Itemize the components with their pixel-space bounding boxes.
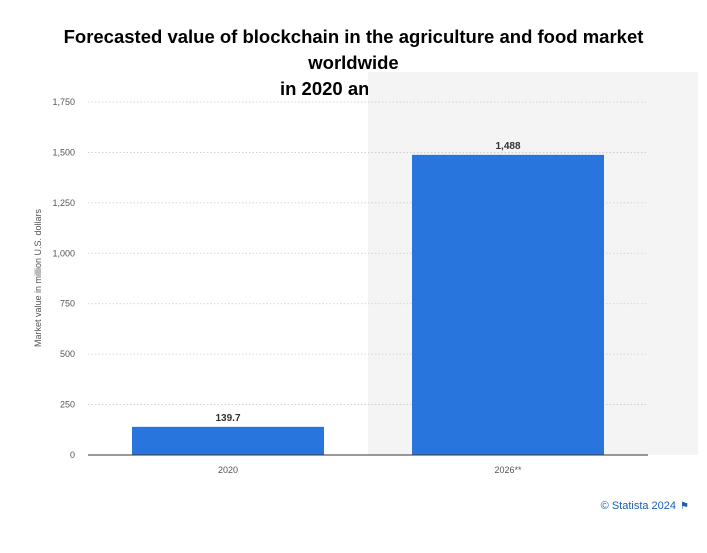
bar (132, 426, 324, 455)
y-tick-label: 250 (60, 400, 75, 410)
data-label: 139.7 (215, 413, 240, 424)
bar (412, 154, 604, 456)
credit-text[interactable]: © Statista 2024 (600, 500, 677, 512)
statista-credit[interactable]: © Statista 2024 ⚑ (601, 500, 689, 512)
y-tick-label: 0 (70, 450, 75, 460)
y-tick-label: 1,250 (52, 198, 75, 208)
y-tick-label: 1,000 (52, 248, 75, 258)
y-tick-label: 750 (60, 299, 75, 309)
y-tick-label: 500 (60, 349, 75, 359)
x-tick-label: 2020 (218, 465, 238, 475)
flag-icon[interactable]: ⚑ (680, 501, 689, 512)
chart-title-line-1: Forecasted value of blockchain in the ag… (63, 26, 644, 73)
x-tick-label: 2026** (494, 465, 522, 475)
y-tick-label: 1,750 (52, 97, 75, 107)
data-label: 1,488 (495, 141, 520, 152)
y-tick-label: 1,500 (52, 147, 75, 157)
